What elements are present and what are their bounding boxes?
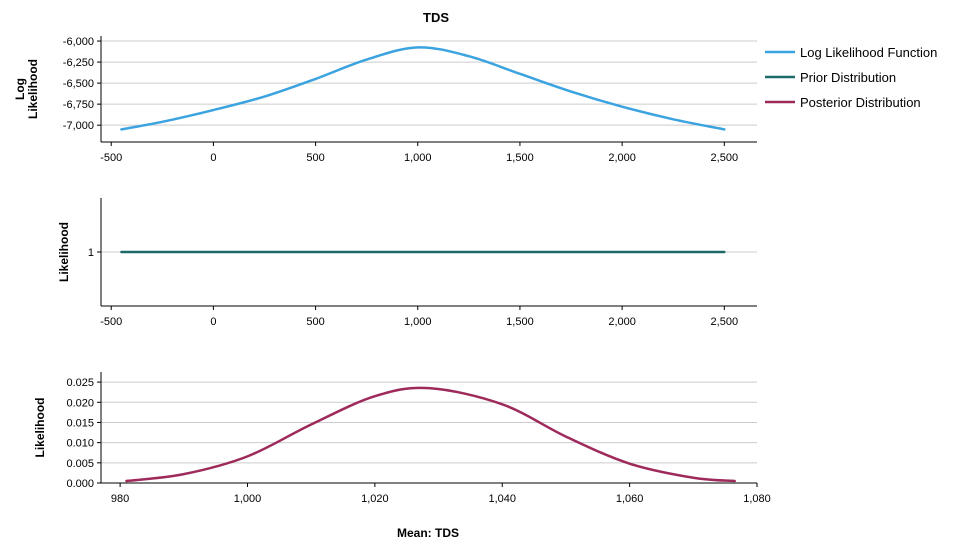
legend-label: Log Likelihood Function (800, 45, 937, 60)
legend-label: Posterior Distribution (800, 95, 921, 110)
x-tick-label: 1,040 (488, 493, 516, 505)
x-tick-label: 1,000 (234, 493, 262, 505)
y-tick-label: 0.005 (66, 458, 94, 470)
panels: -7,000 -6,750 -6,500 -6,250 -6,000 -500 0 500 1,… (13, 36, 771, 505)
x-tick-label: 0 (210, 152, 216, 164)
legend-entry: Prior Distribution (765, 70, 896, 85)
panel-1: -7,000 -6,750 -6,500 -6,250 -6,000 -500 0 500 1,… (13, 36, 757, 164)
legend: Log Likelihood Function Prior Distributio… (765, 45, 937, 110)
x-axis-title: Mean: TDS (397, 526, 459, 540)
x-tick-label: 2,500 (711, 152, 739, 164)
y-axis-title: Likelihood (33, 398, 47, 458)
x-tick-label: 1,500 (506, 316, 534, 328)
x-tick-label: 1,000 (404, 316, 432, 328)
y-tick-label: 0.020 (66, 397, 94, 409)
y-tick-label: -6,250 (63, 57, 94, 69)
x-tick-label: 0 (210, 316, 216, 328)
y-tick-label: 1 (88, 247, 94, 259)
x-tick-label: 980 (111, 493, 129, 505)
x-tick-label: 1,060 (616, 493, 644, 505)
x-tick-label: 1,500 (506, 152, 534, 164)
legend-entry: Posterior Distribution (765, 95, 921, 110)
panel-2: 1 -500 0 500 1,000 1,500 2,000 2,500 Likelihood (57, 198, 757, 328)
x-tick-label: 2,000 (608, 316, 636, 328)
chart-title: TDS (423, 10, 449, 25)
y-tick-label: 0.025 (66, 377, 94, 389)
series-line (120, 46, 726, 131)
y-tick-label: 0.000 (66, 478, 94, 490)
y-tick-label: -7,000 (63, 120, 94, 132)
x-tick-label: 500 (306, 152, 324, 164)
y-tick-label: -6,000 (63, 36, 94, 48)
y-tick-label: -6,500 (63, 78, 94, 90)
series-line (125, 386, 736, 483)
x-tick-label: -500 (100, 152, 122, 164)
x-tick-label: 500 (306, 316, 324, 328)
y-tick-label: -6,750 (63, 99, 94, 111)
x-tick-label: 1,080 (743, 493, 771, 505)
x-tick-label: 2,000 (608, 152, 636, 164)
x-tick-label: 2,500 (711, 316, 739, 328)
panel-3: 0.000 0.005 0.010 0.015 0.020 0.025 980 1,000 1,… (33, 372, 771, 505)
x-tick-label: -500 (100, 316, 122, 328)
y-axis-title: Likelihood (57, 222, 71, 282)
y-axis-title: LogLikelihood (13, 59, 40, 119)
y-tick-label: 0.010 (66, 438, 94, 450)
x-tick-label: 1,000 (404, 152, 432, 164)
y-tick-label: 0.015 (66, 417, 94, 429)
legend-entry: Log Likelihood Function (765, 45, 937, 60)
x-tick-label: 1,020 (361, 493, 389, 505)
legend-label: Prior Distribution (800, 70, 896, 85)
